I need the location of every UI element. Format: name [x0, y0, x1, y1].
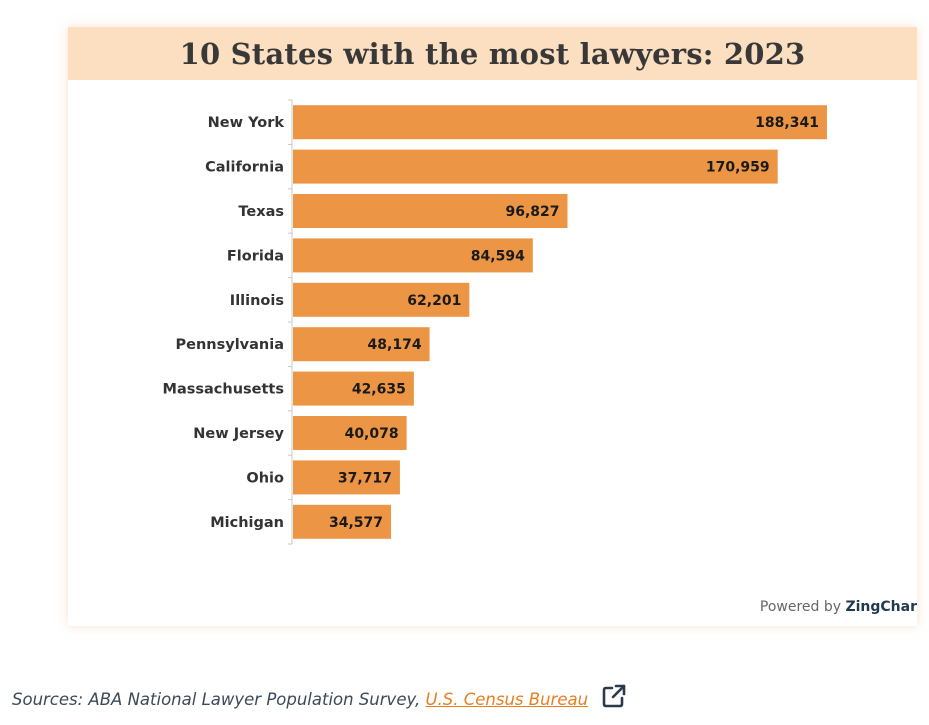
- bar[interactable]: [293, 282, 470, 317]
- value-label: 37,717: [338, 470, 392, 486]
- bar[interactable]: [293, 504, 392, 539]
- external-link-icon[interactable]: [601, 683, 627, 709]
- value-label: 170,959: [706, 160, 770, 176]
- powered-by-credit[interactable]: Powered by ZingChar: [760, 599, 917, 615]
- bar-chart: New York 188,341 California 170,959 Texas 96,…: [163, 99, 827, 545]
- value-label: 34,577: [329, 515, 383, 531]
- category-label: Pennsylvania: [176, 337, 284, 353]
- bar[interactable]: [293, 460, 400, 495]
- powered-by-prefix: Powered by: [759, 599, 846, 615]
- category-label: Texas: [238, 204, 284, 220]
- value-label: 188,341: [755, 115, 819, 131]
- category-label: California: [205, 160, 284, 176]
- title-bar: 10 States with the most lawyers: 2023: [68, 27, 917, 80]
- chart-card: 10 States with the most lawyers: 2023 Ne…: [68, 27, 917, 626]
- census-bureau-link[interactable]: U.S. Census Bureau: [425, 690, 589, 709]
- category-label: New Jersey: [193, 426, 284, 442]
- bar[interactable]: [293, 238, 533, 273]
- chart-title: 10 States with the most lawyers: 2023: [179, 36, 806, 71]
- bar[interactable]: [293, 105, 827, 140]
- category-label: Michigan: [210, 515, 284, 531]
- value-label: 40,078: [345, 426, 399, 442]
- category-label: Illinois: [230, 293, 284, 309]
- bar[interactable]: [293, 149, 778, 184]
- bar[interactable]: [293, 194, 568, 228]
- bar[interactable]: [293, 327, 430, 362]
- category-label: Florida: [227, 248, 284, 264]
- category-label: Massachusetts: [163, 382, 284, 398]
- value-label: 48,174: [368, 337, 422, 353]
- sources-prefix: Sources: ABA National Lawyer Population …: [12, 690, 426, 709]
- value-label: 62,201: [407, 293, 461, 309]
- value-label: 96,827: [505, 204, 559, 220]
- bar[interactable]: [293, 416, 407, 450]
- category-label: New York: [208, 115, 285, 131]
- category-label: Ohio: [246, 470, 284, 486]
- powered-by-brand: ZingChar: [845, 599, 917, 615]
- bar[interactable]: [293, 371, 414, 406]
- value-label: 42,635: [352, 382, 406, 398]
- value-label: 84,594: [471, 248, 525, 264]
- sources-line: Sources: ABA National Lawyer Population …: [12, 690, 588, 709]
